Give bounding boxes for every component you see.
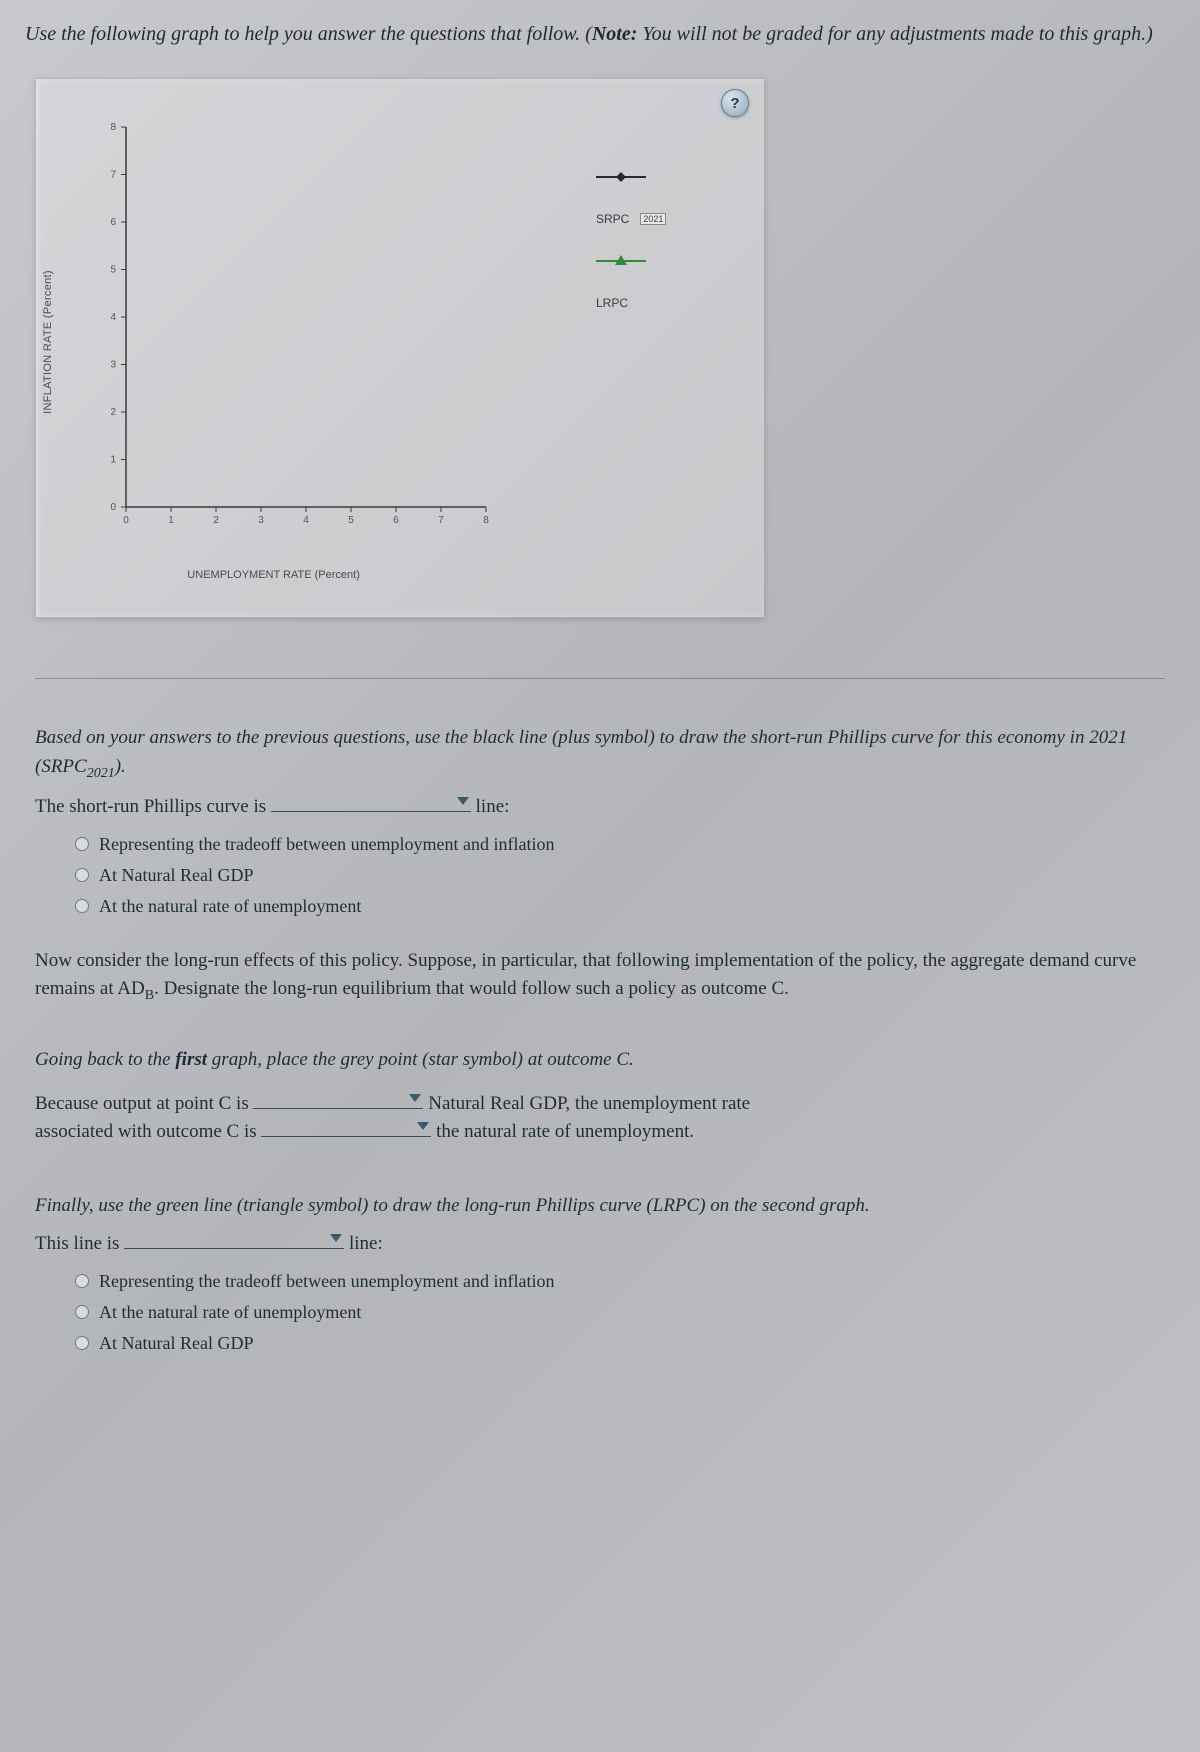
svg-text:5: 5 bbox=[348, 515, 354, 526]
svg-text:8: 8 bbox=[483, 515, 489, 526]
y-axis-label: INFLATION RATE (Percent) bbox=[42, 270, 54, 414]
divider bbox=[35, 678, 1165, 679]
srpc-label: SRPC bbox=[596, 212, 629, 226]
chevron-down-icon bbox=[417, 1122, 429, 1130]
q1-fill-line: The short-run Phillips curve is line: bbox=[35, 793, 1165, 822]
svg-text:3: 3 bbox=[258, 515, 264, 526]
q3-intro: Going back to the first graph, place the… bbox=[35, 1046, 1165, 1075]
q2-paragraph: Now consider the long-run effects of thi… bbox=[35, 947, 1165, 1006]
q4-paragraph: Finally, use the green line (triangle sy… bbox=[35, 1192, 1165, 1221]
svg-text:5: 5 bbox=[110, 265, 116, 276]
svg-text:4: 4 bbox=[303, 515, 309, 526]
svg-text:2: 2 bbox=[110, 407, 116, 418]
q1-options: Representing the tradeoff between unempl… bbox=[75, 834, 1165, 917]
radio-icon bbox=[75, 899, 89, 913]
intro-note-label: Note: bbox=[592, 23, 638, 45]
chart-legend: SRPC 2021 LRPC bbox=[596, 167, 666, 335]
intro-note-text: You will not be graded for any adjustmen… bbox=[637, 23, 1146, 45]
q4-option-1[interactable]: At the natural rate of unemployment bbox=[75, 1302, 1165, 1323]
legend-srpc[interactable] bbox=[596, 167, 666, 187]
radio-icon bbox=[75, 868, 89, 882]
radio-icon bbox=[75, 837, 89, 851]
q4-options: Representing the tradeoff between unempl… bbox=[75, 1271, 1165, 1354]
legend-srpc-label-row: SRPC 2021 bbox=[596, 209, 666, 229]
x-axis-label: UNEMPLOYMENT RATE (Percent) bbox=[187, 569, 360, 581]
q1-dropdown[interactable] bbox=[271, 811, 471, 812]
q4-fill-line: This line is line: bbox=[35, 1230, 1165, 1259]
q1-paragraph: Based on your answers to the previous qu… bbox=[35, 724, 1165, 783]
svg-text:6: 6 bbox=[110, 217, 116, 228]
intro-post: ) bbox=[1146, 23, 1153, 45]
svg-text:6: 6 bbox=[393, 515, 399, 526]
svg-text:7: 7 bbox=[438, 515, 444, 526]
intro-pre: Use the following graph to help you answ… bbox=[25, 23, 592, 45]
graph-container: ? 012345678012345678 INFLATION RATE (Per… bbox=[35, 78, 765, 618]
legend-lrpc[interactable] bbox=[596, 251, 666, 271]
q3-fill-lines: Because output at point C is Natural Rea… bbox=[35, 1090, 1165, 1147]
chevron-down-icon bbox=[330, 1234, 342, 1242]
q1-option-0[interactable]: Representing the tradeoff between unempl… bbox=[75, 834, 1165, 855]
plus-icon bbox=[596, 176, 646, 178]
q4-option-0[interactable]: Representing the tradeoff between unempl… bbox=[75, 1271, 1165, 1292]
radio-icon bbox=[75, 1305, 89, 1319]
q1-option-1[interactable]: At Natural Real GDP bbox=[75, 865, 1165, 886]
intro-text: Use the following graph to help you answ… bbox=[25, 20, 1175, 48]
q1-option-2[interactable]: At the natural rate of unemployment bbox=[75, 896, 1165, 917]
q4-option-2[interactable]: At Natural Real GDP bbox=[75, 1333, 1165, 1354]
lrpc-label: LRPC bbox=[596, 296, 628, 310]
q3-dropdown-b[interactable] bbox=[261, 1136, 431, 1137]
svg-text:3: 3 bbox=[110, 360, 116, 371]
radio-icon bbox=[75, 1274, 89, 1288]
svg-text:2: 2 bbox=[213, 515, 219, 526]
srpc-sub: 2021 bbox=[640, 213, 666, 225]
chevron-down-icon bbox=[457, 797, 469, 805]
q4-dropdown[interactable] bbox=[124, 1248, 344, 1249]
legend-lrpc-label-row: LRPC bbox=[596, 293, 666, 313]
q3-dropdown-a[interactable] bbox=[253, 1108, 423, 1109]
radio-icon bbox=[75, 1336, 89, 1350]
svg-text:7: 7 bbox=[110, 170, 116, 181]
svg-text:8: 8 bbox=[110, 122, 116, 133]
svg-text:0: 0 bbox=[123, 515, 129, 526]
svg-text:0: 0 bbox=[110, 502, 116, 513]
svg-text:1: 1 bbox=[110, 455, 116, 466]
chart-box[interactable]: 012345678012345678 INFLATION RATE (Perce… bbox=[56, 107, 736, 577]
chevron-down-icon bbox=[409, 1094, 421, 1102]
svg-text:4: 4 bbox=[110, 312, 116, 323]
triangle-icon bbox=[596, 260, 646, 262]
svg-text:1: 1 bbox=[168, 515, 174, 526]
